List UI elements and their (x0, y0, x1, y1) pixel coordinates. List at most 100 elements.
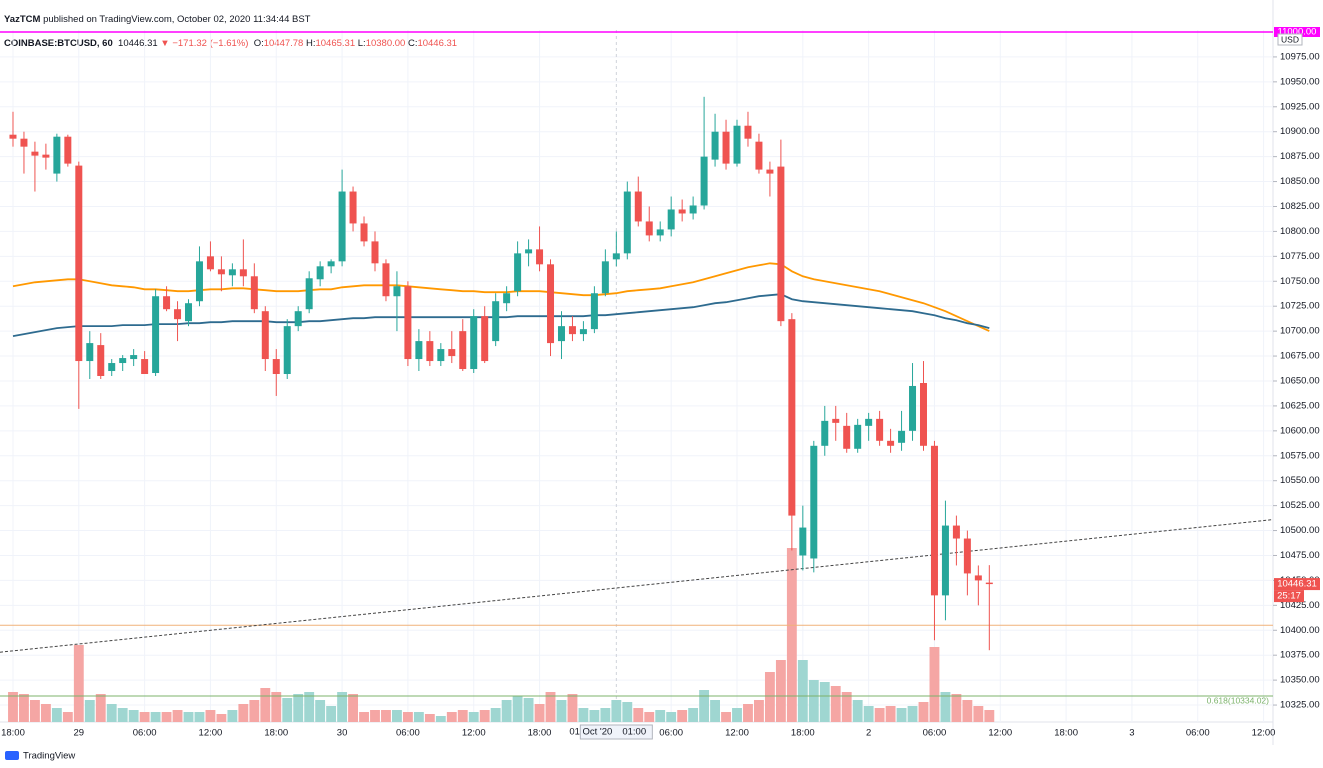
candle-body (437, 349, 445, 362)
candle-body (656, 229, 664, 236)
candle-body (393, 286, 401, 297)
x-tick-label: 29 (74, 728, 85, 739)
candle-body (283, 326, 291, 375)
volume-bar (62, 712, 73, 722)
candle-body (97, 345, 105, 376)
candle-body (612, 253, 620, 260)
change: ▼ −171.32 (−1.61%) (160, 38, 249, 49)
volume-bar (501, 700, 512, 722)
volume-bar (293, 694, 304, 722)
volume-bar (19, 694, 29, 722)
x-tick-label: 18:00 (791, 728, 815, 739)
symbol-line: COINBASE:BTCUSD, 60 10446.31 ▼ −171.32 (… (4, 38, 457, 50)
candle-body (108, 363, 116, 372)
volume-bar (973, 706, 984, 722)
candle-body (689, 205, 697, 214)
volume-bar (227, 710, 238, 722)
x-tick-label: 18:00 (264, 728, 288, 739)
volume-bar (479, 710, 490, 722)
volume-bar (205, 710, 216, 722)
x-tick-label: 06:00 (659, 728, 683, 739)
candle-body (42, 154, 50, 158)
candle-body (272, 359, 280, 375)
volume-bar (600, 708, 611, 722)
candle-body (963, 538, 971, 574)
candle-body (536, 249, 544, 265)
volume-bar (424, 714, 435, 722)
volume-bar (841, 692, 852, 722)
x-tick-label: 3 (1129, 728, 1134, 739)
volume-bar (512, 696, 523, 722)
volume-bar (84, 700, 95, 722)
x-tick-label: 18:00 (528, 728, 552, 739)
symbol: COINBASE:BTCUSD, 60 (4, 38, 113, 49)
candle-body (514, 253, 522, 292)
y-tick-label: 10600.00 (1280, 425, 1320, 436)
volume-bar (677, 710, 688, 722)
volume-bar (545, 692, 556, 722)
logo-icon (5, 751, 19, 760)
volume-bar (797, 660, 808, 722)
candle-body (415, 341, 423, 360)
publish-text: published on TradingView.com, October 02… (43, 14, 311, 25)
candle-body (338, 191, 346, 262)
candle-body (898, 430, 906, 443)
volume-bar (874, 708, 885, 722)
x-tick-label: 12:00 (462, 728, 486, 739)
candle-body (75, 165, 83, 362)
volume-bar (359, 712, 369, 722)
currency-box (1277, 33, 1303, 46)
volume-bar (775, 660, 786, 722)
l-key: L: (357, 38, 366, 49)
candle-body (305, 278, 313, 310)
candle-body (382, 263, 390, 297)
y-tick-label: 10750.00 (1280, 276, 1320, 287)
y-tick-label: 10975.00 (1280, 51, 1320, 62)
candle-body (821, 420, 829, 446)
candle-body (31, 151, 39, 156)
volume-bar (699, 690, 710, 722)
volume-bar (183, 712, 194, 722)
candle-body (985, 582, 993, 585)
volume-bar (490, 708, 501, 722)
volume-bar (51, 708, 62, 722)
x-tick-label: 06:00 (396, 728, 420, 739)
candle-body (448, 349, 456, 357)
candle-body (327, 261, 335, 267)
volume-bar (688, 708, 699, 722)
volume-bar (8, 692, 18, 722)
x-tick-label: 06:00 (923, 728, 947, 739)
y-tick-label: 10875.00 (1280, 151, 1320, 162)
volume-bar (238, 704, 249, 722)
volume-bar (348, 694, 358, 722)
volume-bar (962, 700, 973, 722)
volume-bar (282, 698, 293, 722)
l-val: 10380.00 (365, 38, 406, 49)
volume-bar (754, 700, 764, 722)
candle-body (349, 191, 357, 224)
candle-body (590, 293, 598, 330)
volume-bar (567, 694, 578, 722)
volume-bar (106, 704, 117, 722)
volume-bar (95, 694, 106, 722)
x-tick-label: 06:00 (1186, 728, 1210, 739)
volume-bar (402, 712, 413, 722)
volume-bar (161, 712, 172, 722)
candles (9, 96, 993, 651)
candle-body (525, 249, 533, 254)
volume-bar (73, 645, 84, 722)
volume-bar (721, 712, 731, 722)
candle-body (261, 311, 269, 360)
volume-bar (150, 712, 161, 722)
volume-bar (819, 682, 830, 722)
y-tick-label: 10925.00 (1280, 101, 1320, 112)
volume-bar (128, 710, 139, 722)
crosshair-time: 01:00 (622, 727, 646, 738)
candle-body (360, 223, 368, 242)
y-tick-label: 10400.00 (1280, 625, 1320, 636)
y-tick-label: 10375.00 (1280, 650, 1320, 661)
volume-bar (391, 710, 402, 722)
y-tick-label: 10900.00 (1280, 126, 1320, 137)
candle-body (217, 269, 225, 275)
